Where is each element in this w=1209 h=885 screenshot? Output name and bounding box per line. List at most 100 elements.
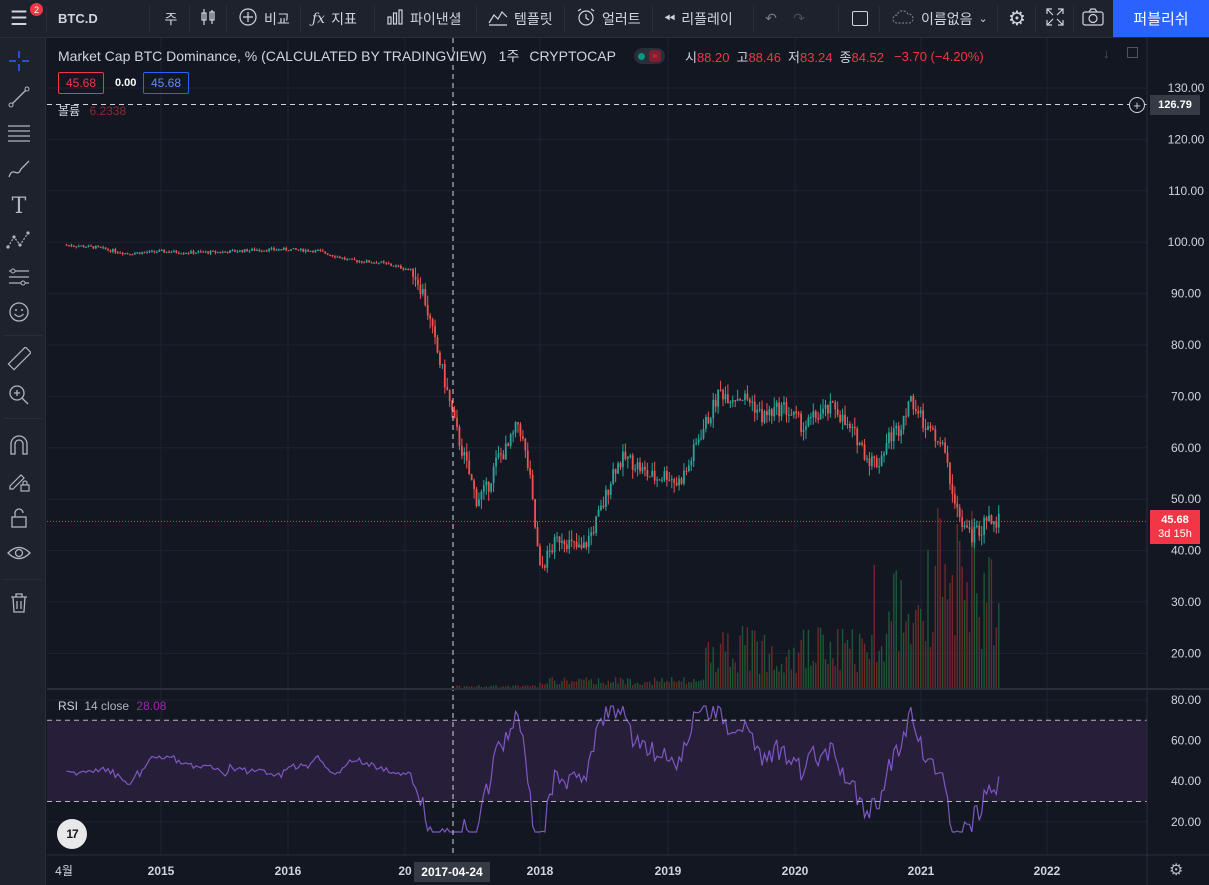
candle-body (319, 249, 322, 251)
price-axis-label: 110.00 (1168, 184, 1204, 198)
measure-tool[interactable] (6, 345, 32, 376)
pattern-tool[interactable] (6, 228, 32, 254)
snapshot-button[interactable] (1077, 0, 1109, 37)
pane-down-arrow-icon[interactable]: ↓ (1103, 46, 1110, 61)
candle-body (651, 470, 654, 477)
settings-button[interactable]: ⚙ (1001, 0, 1033, 37)
volume-bar (807, 629, 810, 689)
volume-bar (878, 650, 880, 689)
interval-button[interactable]: 주 (155, 0, 187, 37)
volume-bar (895, 570, 897, 689)
crosshair-tool[interactable] (6, 50, 32, 76)
volume-bar (688, 681, 690, 689)
axis-settings-button[interactable]: ⚙ (1169, 860, 1183, 880)
candle-body (614, 469, 617, 474)
volume-bar (502, 686, 505, 689)
candle-body (414, 276, 417, 280)
replay-button[interactable]: ⏪︎ 리플레이 (656, 0, 741, 37)
ruler-icon (7, 345, 32, 376)
magnet-icon (8, 434, 30, 461)
series-title[interactable]: Market Cap BTC Dominance, % (CALCULATED … (58, 48, 487, 64)
divider (149, 6, 150, 32)
volume-legend[interactable]: 볼륨 6.2338 (58, 102, 126, 119)
remove-drawings-tool[interactable] (6, 592, 32, 618)
rsi-line-path (66, 704, 1000, 834)
layout-select-button[interactable] (844, 0, 876, 37)
brush-tool[interactable] (6, 158, 32, 184)
candles-icon (199, 8, 217, 29)
pine-button[interactable]: 파이낸셜 (378, 0, 470, 37)
candle-body (929, 426, 932, 428)
trend-line-tool[interactable] (6, 86, 32, 112)
volume-bar (592, 684, 595, 689)
indicators-button[interactable]: ƒx 지표 (304, 0, 365, 37)
divider (300, 6, 301, 32)
emoji-tool[interactable] (6, 301, 32, 327)
candle-body (956, 503, 959, 508)
candle-body (822, 408, 824, 414)
candle-body (251, 248, 253, 251)
zoom-in-icon (8, 384, 30, 411)
candle-body (116, 252, 119, 254)
price-chart[interactable]: 130.00 120.00 110.00 100.00 90.00 80.00 70.00 6… (47, 38, 1209, 885)
market-status-icon: ≈ (633, 48, 665, 64)
candle-body (927, 426, 929, 430)
alerts-button[interactable]: 얼러트 (568, 0, 649, 37)
candle-body (153, 250, 156, 252)
compare-button[interactable]: 비교 (230, 0, 298, 37)
candle-body (907, 401, 910, 417)
pane-maximize-icon[interactable] (1127, 47, 1138, 58)
volume-bar (702, 679, 705, 689)
chart-type-button[interactable] (192, 0, 224, 37)
volume-bar (754, 630, 756, 689)
time-axis-label: 2019 (655, 864, 682, 878)
main-menu-button[interactable]: ☰ 2 (2, 0, 43, 37)
tradingview-logo[interactable]: 17 (57, 819, 87, 849)
candle-body (453, 410, 456, 418)
candle-body (465, 452, 468, 461)
candle-body (641, 466, 644, 472)
candle-body (805, 426, 807, 430)
unlock-tool[interactable] (6, 507, 32, 533)
candle-body (292, 248, 295, 250)
chart-pane[interactable]: 130.00 120.00 110.00 100.00 90.00 80.00 70.00 6… (47, 38, 1209, 885)
candle-body (207, 251, 209, 254)
volume-bar (739, 635, 741, 689)
rsi-name: RSI (58, 699, 79, 713)
candle-body (570, 539, 573, 541)
magnet-tool[interactable] (6, 434, 32, 460)
text-tool[interactable]: T (6, 193, 32, 219)
candle-body (458, 426, 461, 446)
rsi-legend[interactable]: RSI 14 close 28.08 (58, 699, 166, 713)
candle-body (734, 400, 737, 402)
publish-button[interactable]: 퍼블리쉬 (1113, 0, 1209, 37)
save-layout-button[interactable]: 이름없음 ⌄ (883, 0, 996, 37)
volume-bar (695, 681, 697, 689)
candle-body (761, 409, 763, 423)
volume-bar (744, 645, 746, 689)
add-alert-icon[interactable]: + (1129, 97, 1145, 113)
lock-drawings-tool[interactable] (6, 470, 32, 496)
candle-body (773, 407, 776, 417)
time-axis-label: 2020 (782, 864, 809, 878)
zoom-tool[interactable] (6, 384, 32, 410)
prediction-tool[interactable] (6, 266, 32, 292)
candle-body (839, 414, 842, 422)
candle-body (490, 483, 493, 492)
candle-body (194, 252, 197, 254)
candle-body (253, 248, 256, 251)
templates-button[interactable]: 템플릿 (480, 0, 561, 37)
fib-tool[interactable] (6, 122, 32, 148)
redo-button[interactable]: ↷ (785, 0, 813, 37)
hide-drawings-tool[interactable] (6, 542, 32, 568)
candle-body (997, 513, 1000, 528)
undo-button[interactable]: ↶ (757, 0, 785, 37)
symbol-search-button[interactable]: BTC.D (50, 0, 150, 37)
volume-bar (768, 654, 771, 689)
fullscreen-button[interactable] (1039, 0, 1071, 37)
candle-body (434, 326, 436, 338)
brush-icon (7, 157, 31, 186)
candle-body (519, 424, 522, 437)
volume-bar (490, 685, 492, 689)
candle-body (851, 427, 854, 429)
